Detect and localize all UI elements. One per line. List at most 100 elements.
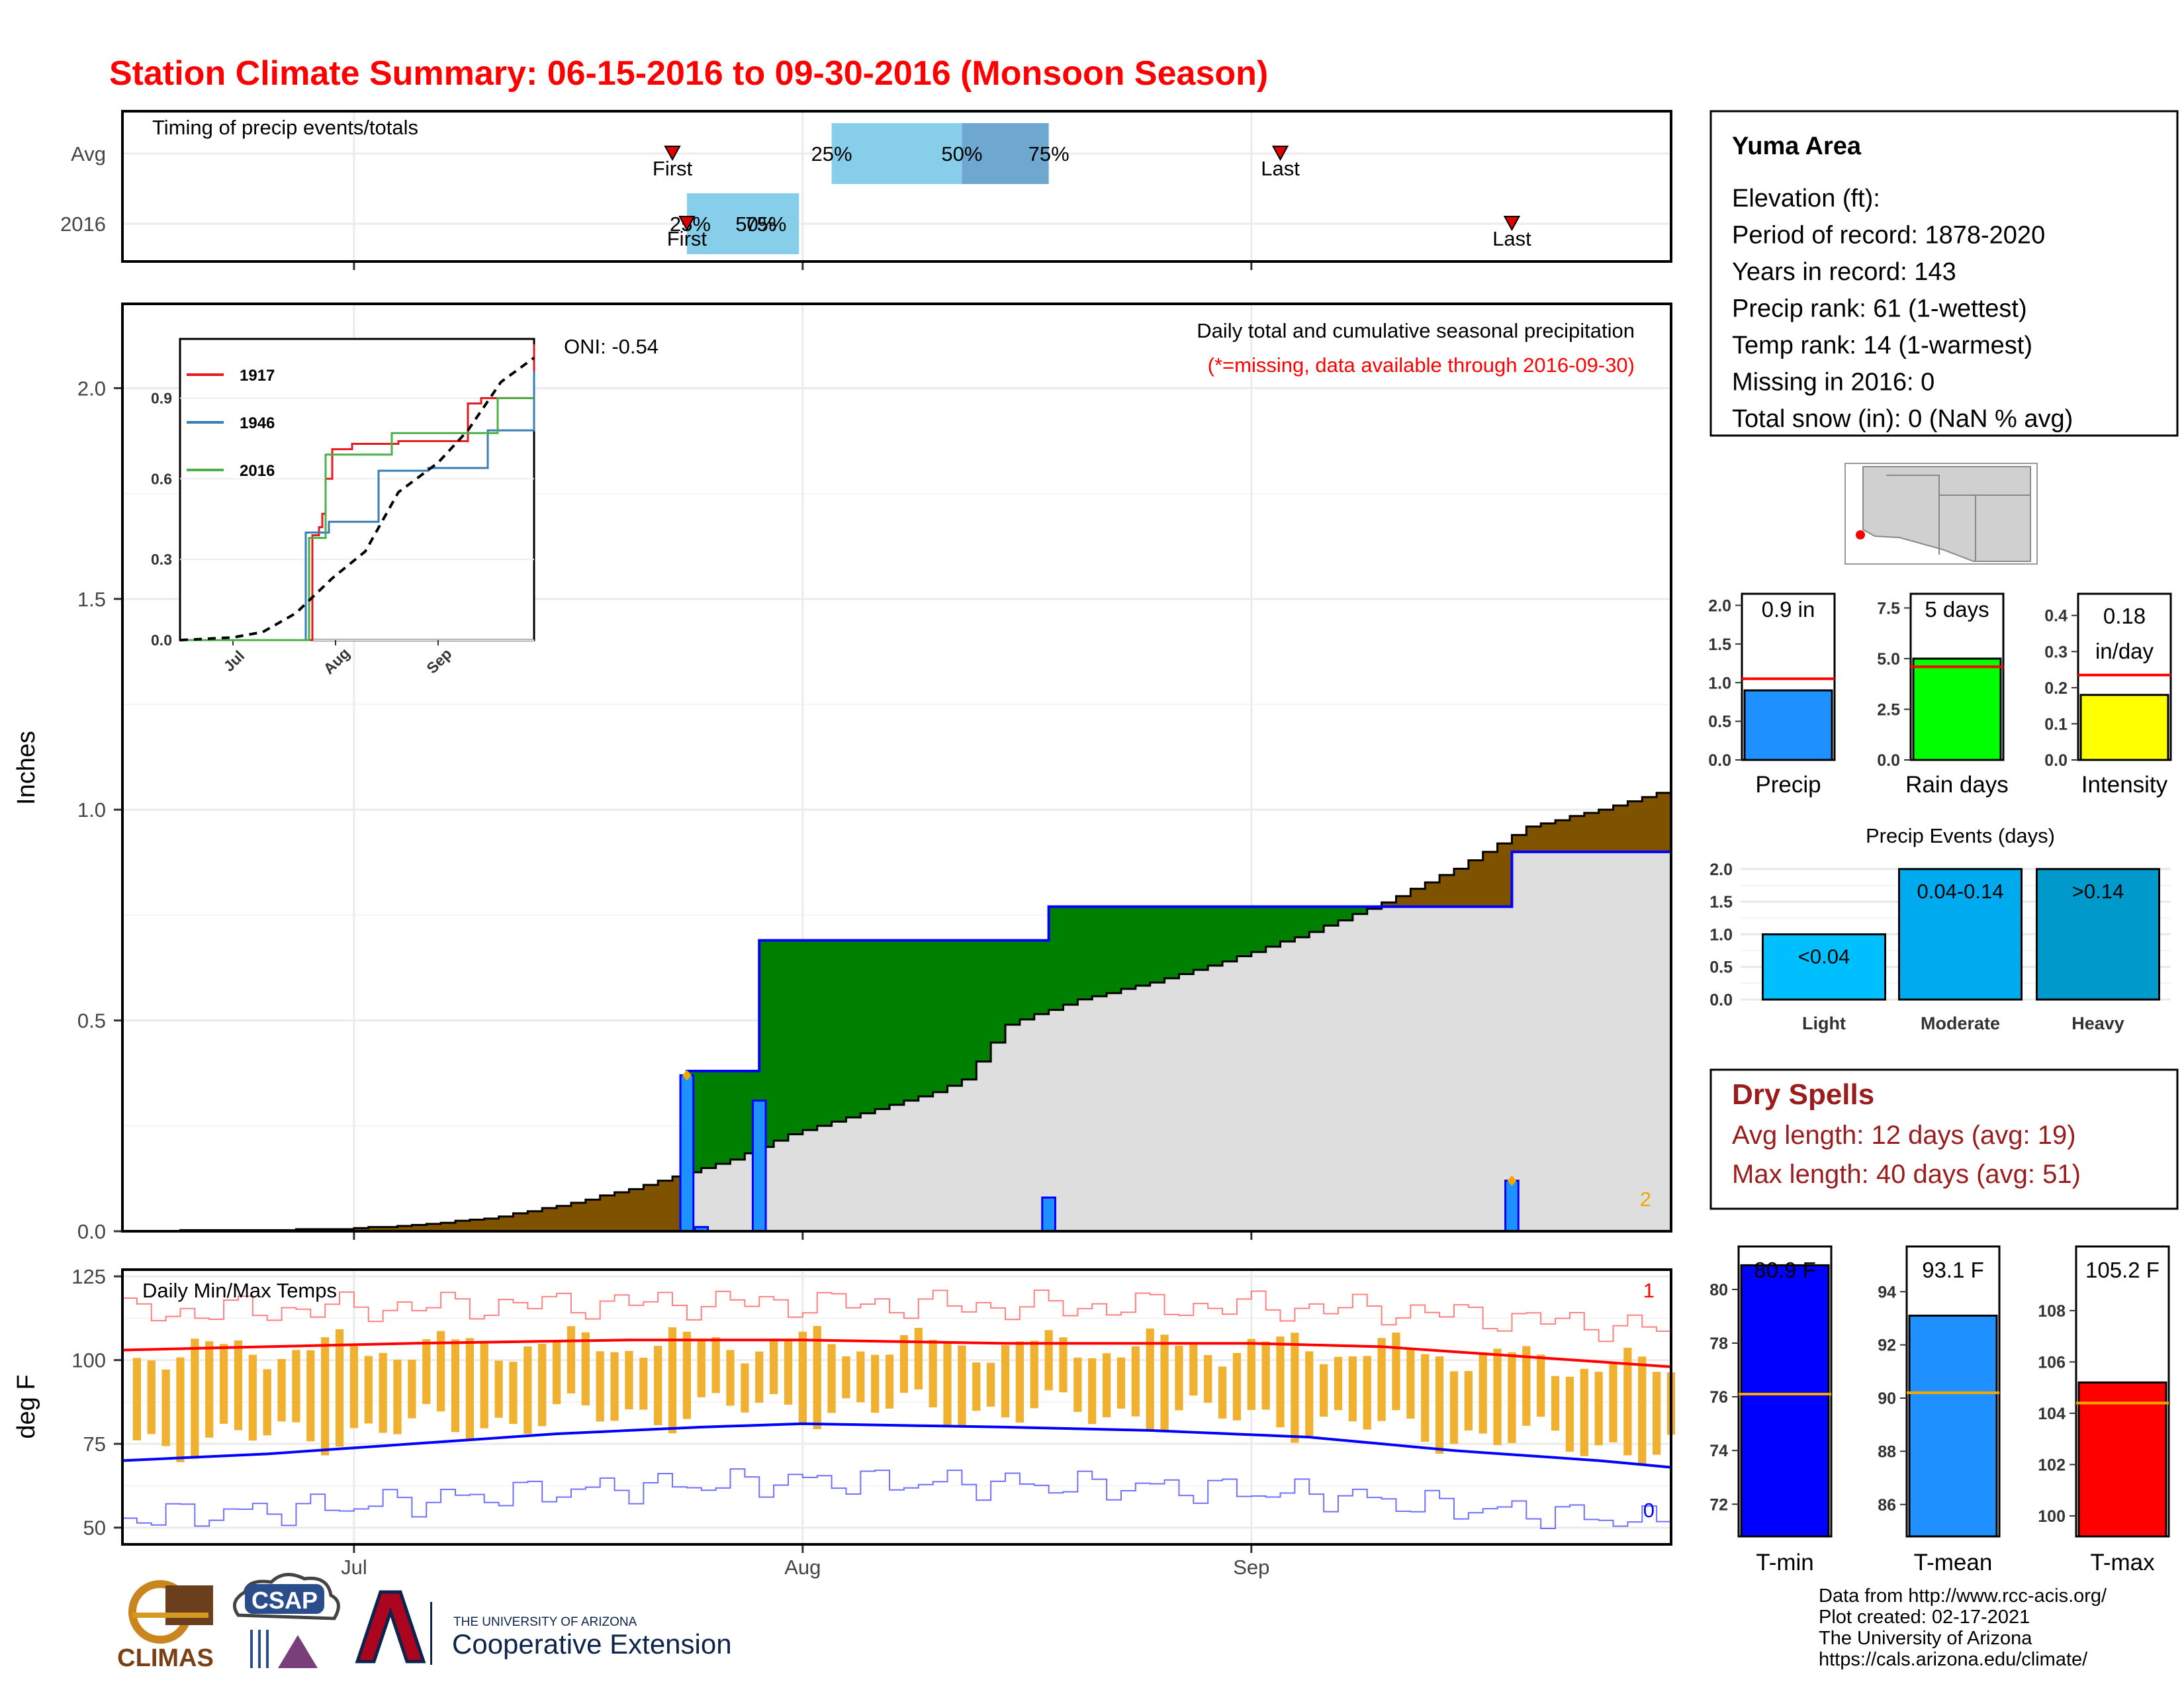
events-bar-value-label: <0.04 <box>1798 945 1850 968</box>
deficit-segment <box>600 1195 615 1231</box>
temp-bar-value <box>1740 1264 1830 1538</box>
locator-map <box>1844 463 2038 565</box>
dry-max-length: Max length: 40 days (avg: 51) <box>1732 1160 2081 1189</box>
inset-series-1946 <box>180 371 535 641</box>
daily-temp-bar <box>1059 1337 1068 1393</box>
legend-label-1917: 1917 <box>240 367 275 385</box>
surplus-segment <box>1107 906 1122 994</box>
daily-temp-bar <box>422 1339 431 1404</box>
temp-bar-value <box>1908 1314 1998 1538</box>
deficit-segment <box>1381 902 1397 907</box>
station-info-line: Period of record: 1878-2020 <box>1732 222 2045 250</box>
surplus-segment <box>976 940 991 1062</box>
temp-bar-ytick-label: 108 <box>2038 1302 2066 1321</box>
daily-temp-bar <box>205 1341 214 1438</box>
events-ytick-label: 2.0 <box>1709 861 1733 879</box>
university-of-arizona-logo: THE UNIVERSITY OF ARIZONA Cooperative Ex… <box>355 1590 732 1665</box>
daily-temp-bar <box>1291 1333 1299 1443</box>
daily-temp-bar <box>1565 1376 1574 1452</box>
surplus-segment <box>1193 906 1208 970</box>
summary-value-label: 0.9 in <box>1762 597 1815 622</box>
surplus-segment <box>860 940 876 1113</box>
daily-temp-bar <box>1030 1340 1038 1409</box>
summary-ytick-label: 0.0 <box>2044 751 2068 770</box>
deficit-segment <box>1410 888 1426 907</box>
climas-logo: CLIMAS <box>117 1580 214 1672</box>
daily-temp-bar <box>682 1331 692 1419</box>
deficit-segment <box>455 1221 471 1231</box>
climas-logo-text: CLIMAS <box>117 1644 214 1672</box>
temp-bar-ytick-label: 102 <box>2038 1456 2066 1474</box>
summary-value-label: 0.18 <box>2103 604 2146 628</box>
daily-temp-bar <box>408 1360 416 1419</box>
summary-ytick-label: 2.5 <box>1877 700 1900 719</box>
daily-temp-bar <box>1435 1356 1444 1454</box>
main-ytick-label: 2.0 <box>77 377 106 400</box>
temp-bar-label: T-mean <box>1914 1550 1993 1575</box>
daily-temp-bar <box>219 1344 228 1424</box>
daily-temp-bar <box>769 1339 778 1394</box>
surplus-segment <box>701 1071 717 1168</box>
surplus-segment <box>1338 906 1353 921</box>
surplus-segment <box>774 940 789 1141</box>
deficit-segment <box>1512 835 1527 852</box>
record-max-line <box>122 1289 1672 1342</box>
surplus-segment <box>1005 940 1021 1025</box>
daily-temp-bar <box>1232 1352 1242 1421</box>
deficit-segment <box>1439 874 1455 907</box>
temp-bar-ytick-label: 94 <box>1878 1283 1896 1301</box>
timing-label: Timing of precip events/totals <box>152 116 418 139</box>
daily-temp-bar <box>523 1346 532 1434</box>
daily-temp-bar <box>972 1362 981 1411</box>
daily-temp-bar <box>1623 1348 1632 1456</box>
summary-bar-label: Precip <box>1755 772 1821 798</box>
deficit-segment <box>513 1213 529 1231</box>
temp-summary-t-mean: 86 88 90 92 94 93.1 F T-mean <box>1878 1245 2001 1575</box>
y2016-first-marker <box>678 216 696 232</box>
deficit-segment <box>542 1207 557 1231</box>
temp-bar-ytick-label: 78 <box>1709 1335 1728 1353</box>
corner-count: 2 <box>1640 1188 1651 1211</box>
events-ytick-label: 1.5 <box>1709 893 1733 912</box>
daily-temp-bar <box>191 1338 199 1459</box>
daily-temp-bar <box>813 1326 821 1430</box>
daily-temp-bar <box>639 1358 648 1410</box>
daily-temp-bar <box>1116 1357 1126 1409</box>
daily-temp-bar <box>899 1335 909 1393</box>
y2016-first-label: First <box>667 227 707 250</box>
temp-bar-ytick-label: 80 <box>1709 1281 1728 1299</box>
deficit-segment <box>353 1228 369 1231</box>
avg-iqr-lower <box>831 123 962 184</box>
surplus-segment <box>1077 906 1093 1000</box>
temp-bar-ytick-label: 76 <box>1709 1388 1728 1407</box>
deficit-segment <box>585 1199 601 1231</box>
deficit-segment <box>643 1184 659 1231</box>
surplus-segment <box>1324 906 1339 926</box>
csap-logo-text: CSAP <box>251 1587 318 1614</box>
deficit-segment <box>1396 896 1412 907</box>
deficit-segment <box>412 1225 428 1231</box>
daily-temp-bar <box>465 1338 474 1440</box>
temp-bar-value <box>2077 1381 2167 1538</box>
daily-temp-bar <box>567 1326 576 1394</box>
deficit-segment <box>1497 843 1513 907</box>
surplus-segment <box>903 940 919 1101</box>
temp-ytick-label: 125 <box>71 1265 106 1288</box>
daily-temp-bar <box>697 1338 705 1397</box>
surplus-segment <box>1309 906 1324 932</box>
temp-panel-title: Daily Min/Max Temps <box>142 1279 337 1302</box>
oni-label: ONI: -0.54 <box>564 335 659 358</box>
missing-annotation: (*=missing, data available through 2016-… <box>1208 353 1635 377</box>
footer: CLIMAS CSAP THE UNIVERSITY OF ARIZONA Co… <box>117 1573 2107 1672</box>
daily-temp-bar <box>871 1354 880 1413</box>
daily-precip-bar <box>679 1074 695 1233</box>
deficit-segment <box>1468 860 1484 907</box>
events-bar-moderate <box>1898 868 2023 1001</box>
dry-avg-length: Avg length: 12 days (avg: 19) <box>1732 1121 2076 1150</box>
deficit-segment <box>1598 810 1614 852</box>
surplus-segment <box>991 940 1006 1043</box>
daily-temp-bar <box>711 1336 720 1393</box>
y2016-p50-label: 50% <box>735 212 776 236</box>
surplus-segment <box>802 940 818 1131</box>
temp-bar-ytick-label: 86 <box>1878 1496 1896 1515</box>
